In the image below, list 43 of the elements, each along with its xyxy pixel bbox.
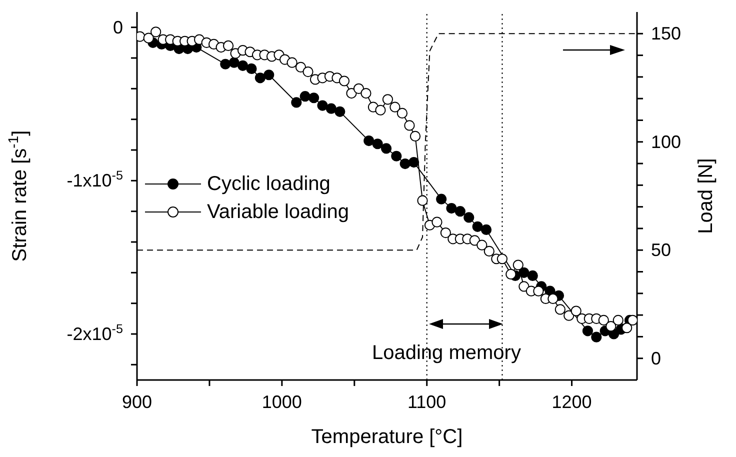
x-tick-label: 1200 — [552, 392, 592, 412]
legend-label: Variable loading — [207, 200, 349, 225]
point — [308, 92, 320, 104]
point — [408, 156, 420, 168]
point — [380, 143, 392, 154]
point — [237, 60, 248, 71]
point — [464, 212, 474, 223]
point — [372, 138, 383, 150]
y-tick-label: -2x10$^{-5}$ — [66, 322, 123, 344]
y2-tick-label: 50 — [651, 240, 672, 260]
y-tick-label: -1x10$^{-5}$ — [66, 168, 123, 191]
point — [291, 97, 302, 108]
point — [472, 221, 483, 232]
x-tick-label: 1000 — [262, 392, 302, 412]
point — [518, 267, 530, 278]
point — [317, 100, 328, 111]
point — [480, 224, 492, 236]
point — [264, 70, 274, 80]
point — [326, 103, 337, 114]
point — [446, 202, 457, 214]
y2-axis-title: Load [N] — [695, 158, 717, 234]
point — [391, 150, 402, 162]
x-tick-label: 900 — [122, 392, 152, 412]
point — [364, 136, 374, 146]
y-tick-label: 0 — [112, 17, 123, 38]
point — [591, 332, 602, 342]
x-tick-label: 1100 — [407, 392, 446, 412]
point — [582, 326, 594, 336]
y2-tick-label: 150 — [651, 24, 682, 44]
point — [220, 58, 231, 70]
annotation: Loading memory — [372, 342, 521, 365]
point — [527, 270, 538, 282]
point — [436, 194, 447, 204]
point — [454, 206, 466, 217]
point — [254, 72, 266, 84]
y2-tick-label: 100 — [651, 132, 682, 152]
point — [246, 63, 257, 74]
point — [400, 158, 410, 170]
point — [334, 106, 346, 117]
legend-label: Cyclic loading — [207, 172, 330, 197]
y2-tick-label: 0 — [651, 348, 662, 368]
x-axis-title: Temperature [°C] — [311, 426, 463, 448]
point — [300, 91, 310, 102]
